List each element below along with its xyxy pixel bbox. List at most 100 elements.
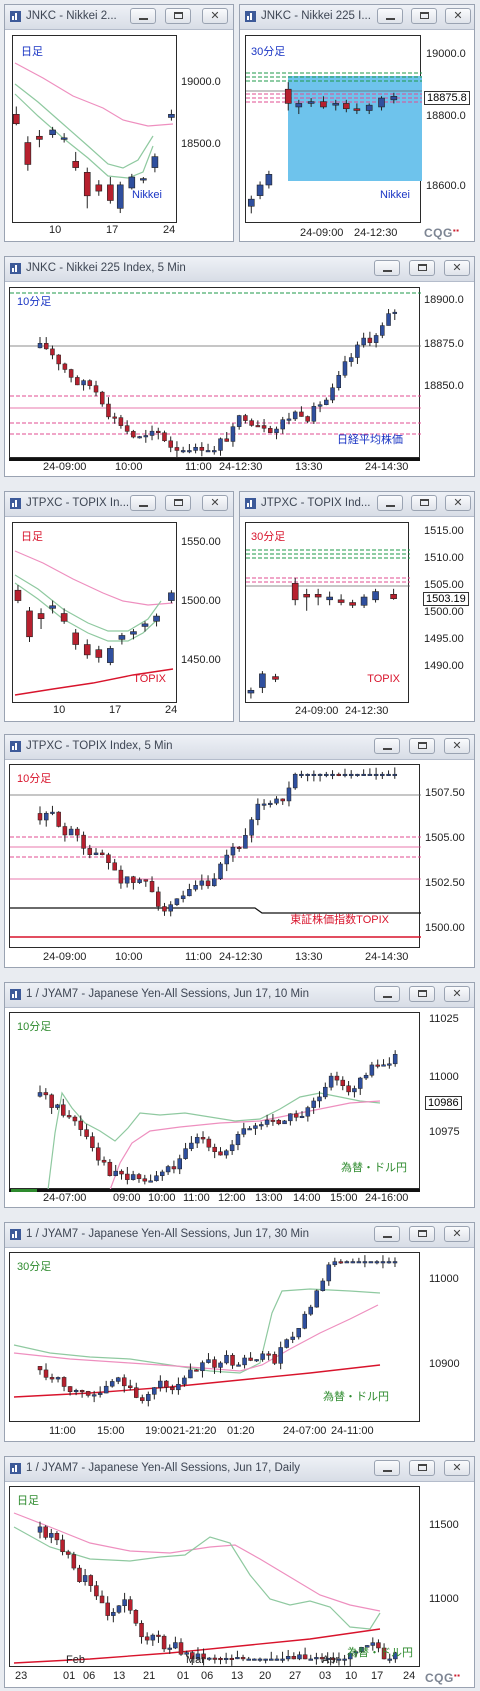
y-tick-label: 18850.0 xyxy=(424,380,464,392)
candle-body xyxy=(311,406,317,422)
window-titlebar[interactable]: 1 / JYAM7 - Japanese Yen-All Sessions, J… xyxy=(5,983,474,1008)
yen-10min-window[interactable]: 1 / JYAM7 - Japanese Yen-All Sessions, J… xyxy=(4,982,475,1208)
maximize-button[interactable] xyxy=(409,738,435,754)
minimize-button[interactable] xyxy=(374,1460,400,1476)
maximize-button[interactable] xyxy=(411,495,437,511)
candle-body xyxy=(367,337,373,343)
chart-plot-area[interactable]: 30分足 Nikkei xyxy=(245,35,422,223)
candle-body xyxy=(293,1113,299,1118)
yen-30min-window[interactable]: 1 / JYAM7 - Japanese Yen-All Sessions, J… xyxy=(4,1222,475,1442)
candle-body xyxy=(77,1567,82,1582)
window-titlebar[interactable]: JTPXC - TOPIX In... ✕ xyxy=(5,492,233,517)
window-titlebar[interactable]: JNKC - Nikkei 225 Index, 5 Min ✕ xyxy=(5,257,474,282)
minimize-button[interactable] xyxy=(374,1226,400,1242)
window-titlebar[interactable]: JNKC - Nikkei 2... ✕ xyxy=(5,5,233,30)
timeframe-label: 10分足 xyxy=(17,1021,52,1033)
nikkei-daily-window[interactable]: JNKC - Nikkei 2... ✕ 日足 Nikkei 19000.0 1… xyxy=(4,4,234,242)
minimize-button[interactable] xyxy=(377,495,403,511)
nikkei-30min-window[interactable]: JNKC - Nikkei 225 I... ✕ 30分足 Nikkei 190… xyxy=(239,4,475,242)
maximize-button[interactable] xyxy=(409,260,435,276)
yen-daily-window[interactable]: 1 / JYAM7 - Japanese Yen-All Sessions, J… xyxy=(4,1456,475,1688)
nikkei-5min-window[interactable]: JNKC - Nikkei 225 Index, 5 Min ✕ 10分足 日経… xyxy=(4,256,475,477)
candlestick xyxy=(139,1620,144,1644)
close-button[interactable]: ✕ xyxy=(444,986,470,1002)
chart-plot-area[interactable]: 30分足 為替・ドル円 xyxy=(9,1252,420,1422)
close-button[interactable]: ✕ xyxy=(445,495,471,511)
candlestick xyxy=(37,1521,43,1539)
candlestick xyxy=(288,1113,293,1126)
chart-plot-area[interactable]: 10分足 為替・ドル円 xyxy=(9,1012,420,1190)
maximize-button[interactable] xyxy=(409,1226,435,1242)
chart-plot-area[interactable]: 日足 為替・ドル円 Feb Mar Apr xyxy=(9,1486,420,1667)
window-titlebar[interactable]: 1 / JYAM7 - Japanese Yen-All Sessions, J… xyxy=(5,1457,474,1482)
maximize-button[interactable] xyxy=(165,8,191,24)
candlestick xyxy=(73,1388,79,1396)
window-title: JTPXC - TOPIX Ind... xyxy=(261,497,371,509)
candlestick xyxy=(75,375,80,386)
close-button[interactable]: ✕ xyxy=(444,260,470,276)
topix-30min-window[interactable]: JTPXC - TOPIX Ind... ✕ 30分足 TOPIX 1515.0… xyxy=(239,491,475,722)
y-tick-label: 10975 xyxy=(429,1126,460,1138)
chart-plot-area[interactable]: 10分足 東証株価指数TOPIX xyxy=(9,764,421,948)
window-titlebar[interactable]: JTPXC - TOPIX Index, 5 Min ✕ xyxy=(5,735,474,760)
candlestick xyxy=(152,1387,157,1400)
chart-plot-area[interactable]: 30分足 TOPIX xyxy=(245,522,410,703)
close-button[interactable]: ✕ xyxy=(445,8,471,24)
candlestick xyxy=(128,1596,133,1615)
window-titlebar[interactable]: 1 / JYAM7 - Japanese Yen-All Sessions, J… xyxy=(5,1223,474,1248)
close-button[interactable]: ✕ xyxy=(444,1460,470,1476)
minimize-button[interactable] xyxy=(374,738,400,754)
maximize-button[interactable] xyxy=(409,986,435,1002)
candle-body xyxy=(347,1652,353,1660)
candlestick xyxy=(168,109,175,121)
candle-body xyxy=(248,1357,253,1361)
candlestick xyxy=(230,1353,235,1369)
candle-body xyxy=(261,803,267,806)
candlestick xyxy=(360,594,368,609)
minimize-button[interactable] xyxy=(377,8,403,24)
source-label: 東証株価指数TOPIX xyxy=(290,914,389,926)
candle-body xyxy=(131,431,136,438)
ma-green-line xyxy=(47,1091,381,1190)
maximize-button[interactable] xyxy=(165,495,191,511)
minimize-button[interactable] xyxy=(130,495,156,511)
window-titlebar[interactable]: JNKC - Nikkei 225 I... ✕ xyxy=(240,5,474,30)
chart-plot-area[interactable]: 日足 TOPIX xyxy=(12,522,177,703)
candlestick xyxy=(350,1258,356,1264)
candle-body xyxy=(390,594,397,599)
candle-body xyxy=(193,447,198,451)
source-label: TOPIX xyxy=(367,673,400,685)
maximize-button[interactable] xyxy=(409,1460,435,1476)
chart-plot-area[interactable]: 日足 Nikkei xyxy=(12,35,177,223)
close-button[interactable]: ✕ xyxy=(444,738,470,754)
candlestick xyxy=(253,1122,258,1135)
x-tick-label: 09:00 xyxy=(113,1192,141,1204)
candlestick xyxy=(50,345,55,360)
candle-body xyxy=(37,1526,43,1533)
ma-green-line xyxy=(13,1526,381,1630)
minimize-button[interactable] xyxy=(374,986,400,1002)
topix-5min-window[interactable]: JTPXC - TOPIX Index, 5 Min ✕ 10分足 東証株価指数… xyxy=(4,734,475,968)
y-tick-label: 1502.50 xyxy=(425,877,465,889)
candle-body xyxy=(260,1353,265,1360)
candle-body xyxy=(103,1385,109,1394)
topix-daily-window[interactable]: JTPXC - TOPIX In... ✕ 日足 TOPIX 1550.00 1… xyxy=(4,491,234,722)
candle-body xyxy=(131,876,136,883)
candle-body xyxy=(177,1158,182,1170)
close-button[interactable]: ✕ xyxy=(202,8,228,24)
maximize-button[interactable] xyxy=(411,8,437,24)
candle-body xyxy=(26,610,33,638)
candlestick xyxy=(235,1650,240,1660)
chart-plot-area[interactable]: 10分足 日経平均株価 xyxy=(9,287,421,458)
candlestick xyxy=(243,828,248,849)
candle-body xyxy=(153,615,160,622)
close-button[interactable]: ✕ xyxy=(202,495,228,511)
candlestick xyxy=(369,1061,375,1078)
window-titlebar[interactable]: JTPXC - TOPIX Ind... ✕ xyxy=(240,492,474,517)
close-button[interactable]: ✕ xyxy=(444,1226,470,1242)
candle-body xyxy=(340,1079,346,1087)
candle-body xyxy=(361,773,366,776)
minimize-button[interactable] xyxy=(130,8,156,24)
minimize-button[interactable] xyxy=(374,260,400,276)
candle-body xyxy=(361,337,366,346)
